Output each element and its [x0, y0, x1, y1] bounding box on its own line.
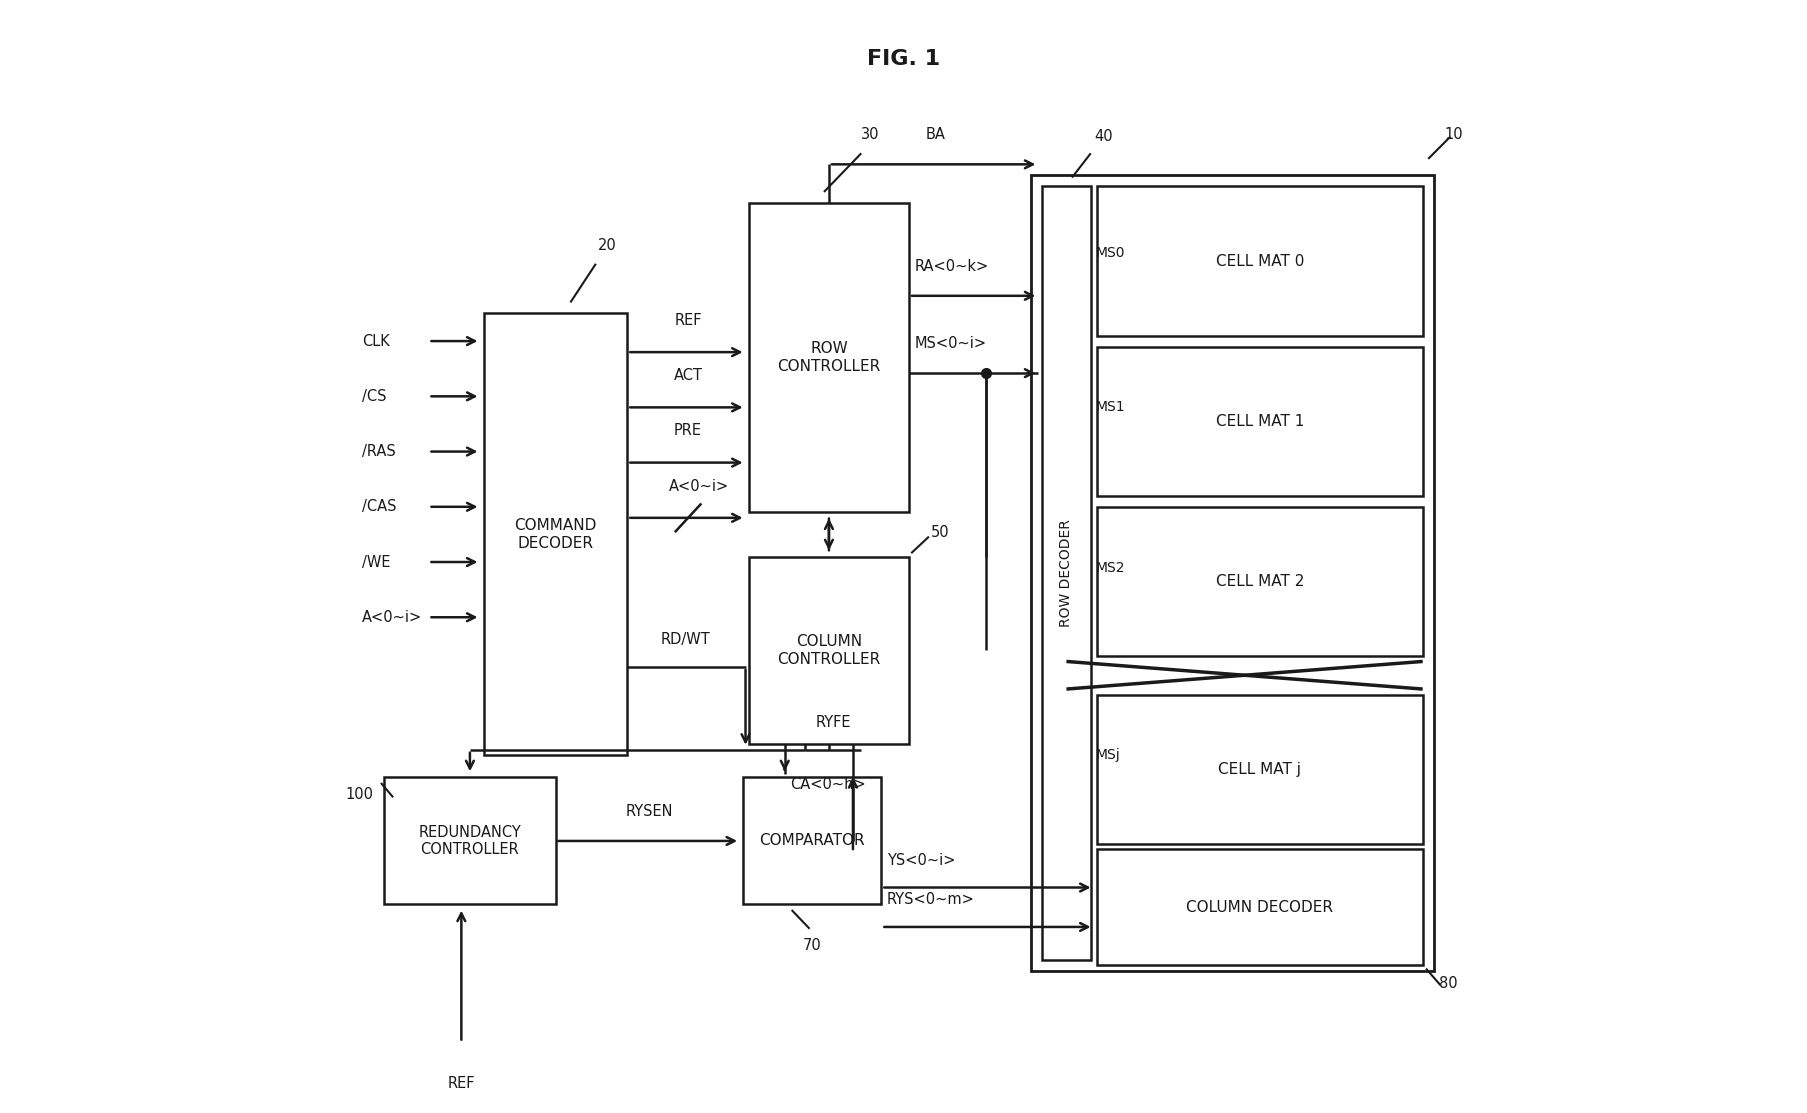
- Text: CELL MAT j: CELL MAT j: [1218, 761, 1301, 777]
- Bar: [1041, 187, 1091, 959]
- Bar: [748, 203, 909, 512]
- Text: 20: 20: [598, 238, 616, 253]
- Text: A<0~i>: A<0~i>: [669, 479, 730, 493]
- Bar: [1097, 187, 1422, 335]
- Text: CLK: CLK: [361, 334, 390, 348]
- Bar: [1097, 695, 1422, 844]
- Bar: [484, 314, 627, 756]
- Text: PRE: PRE: [674, 423, 703, 439]
- Text: REDUNDANCY
CONTROLLER: REDUNDANCY CONTROLLER: [419, 825, 520, 857]
- Bar: [1030, 176, 1433, 971]
- Text: MS0: MS0: [1095, 246, 1126, 259]
- Text: MS<0~i>: MS<0~i>: [914, 336, 987, 351]
- Text: 10: 10: [1446, 127, 1464, 142]
- Text: RYS<0~m>: RYS<0~m>: [887, 892, 974, 907]
- Text: /WE: /WE: [361, 554, 390, 570]
- Text: ROW DECODER: ROW DECODER: [1059, 519, 1073, 627]
- Text: FIG. 1: FIG. 1: [867, 49, 940, 69]
- Text: MSj: MSj: [1095, 748, 1120, 762]
- Text: /RAS: /RAS: [361, 444, 396, 459]
- Text: CA<0~h>: CA<0~h>: [790, 778, 866, 792]
- Text: COMPARATOR: COMPARATOR: [759, 834, 866, 848]
- Text: A<0~i>: A<0~i>: [361, 610, 423, 624]
- Text: YS<0~i>: YS<0~i>: [887, 853, 956, 868]
- Text: ACT: ACT: [674, 368, 703, 383]
- Text: 50: 50: [931, 525, 950, 540]
- Text: 30: 30: [860, 127, 880, 142]
- Text: 100: 100: [345, 787, 374, 801]
- Text: REF: REF: [448, 1075, 475, 1091]
- Text: CELL MAT 2: CELL MAT 2: [1216, 574, 1305, 589]
- Text: COMMAND
DECODER: COMMAND DECODER: [515, 519, 596, 551]
- Text: RA<0~k>: RA<0~k>: [914, 258, 988, 274]
- Text: BA: BA: [925, 127, 945, 142]
- Text: CELL MAT 1: CELL MAT 1: [1216, 414, 1305, 429]
- Text: 80: 80: [1438, 976, 1458, 992]
- Bar: [1097, 506, 1422, 656]
- Bar: [1097, 346, 1422, 495]
- Text: RYSEN: RYSEN: [625, 804, 674, 819]
- Text: /CS: /CS: [361, 388, 387, 404]
- Text: REF: REF: [674, 313, 701, 328]
- Text: RYFE: RYFE: [817, 715, 851, 730]
- Bar: [1097, 849, 1422, 965]
- Text: COLUMN
CONTROLLER: COLUMN CONTROLLER: [777, 634, 880, 667]
- Text: 70: 70: [802, 937, 822, 953]
- Text: RD/WT: RD/WT: [661, 632, 710, 647]
- Text: ROW
CONTROLLER: ROW CONTROLLER: [777, 342, 880, 374]
- Bar: [385, 778, 555, 905]
- Text: CELL MAT 0: CELL MAT 0: [1216, 254, 1305, 268]
- Text: /CAS: /CAS: [361, 500, 398, 514]
- Text: 40: 40: [1093, 129, 1113, 145]
- Text: MS2: MS2: [1095, 561, 1126, 574]
- Bar: [743, 778, 882, 905]
- Bar: [748, 556, 909, 745]
- Text: MS1: MS1: [1095, 401, 1126, 414]
- Text: COLUMN DECODER: COLUMN DECODER: [1185, 899, 1334, 915]
